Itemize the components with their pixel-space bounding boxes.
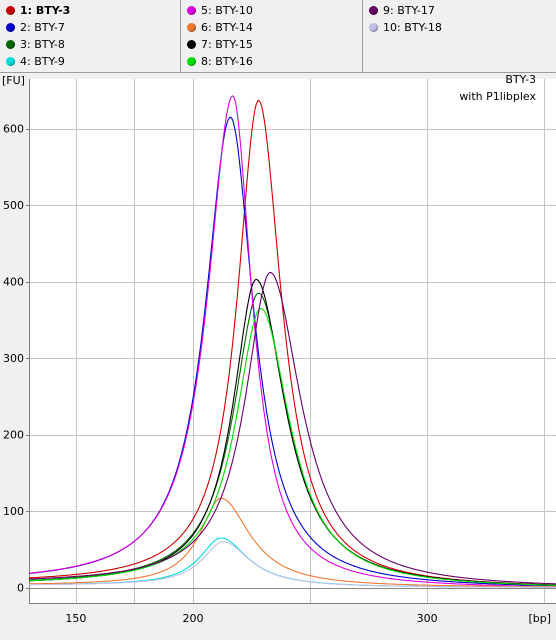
legend-entry-1[interactable]: 1: BTY-3	[6, 3, 70, 19]
legend-dot-icon	[369, 6, 378, 15]
x-tick-label: 150	[65, 612, 86, 625]
legend-dot-icon	[187, 6, 196, 15]
legend-entry-8[interactable]: 8: BTY-16	[187, 54, 253, 70]
legend-dot-icon	[369, 23, 378, 32]
sample-title: BTY-3	[505, 73, 536, 86]
x-axis-unit-label: [bp]	[528, 612, 551, 625]
series-layer	[28, 95, 556, 588]
legend-column-1: 1: BTY-3 2: BTY-7 3: BTY-8 4: BTY-9	[0, 0, 181, 72]
y-tick-label: 600	[3, 123, 24, 136]
y-tick-label: 100	[3, 505, 24, 518]
legend-column-3: 9: BTY-17 10: BTY-18	[363, 0, 556, 72]
legend-entry-9[interactable]: 9: BTY-17	[369, 3, 435, 19]
legend-entry-10[interactable]: 10: BTY-18	[369, 20, 442, 36]
legend-panel: 1: BTY-3 2: BTY-7 3: BTY-8 4: BTY-9 5: B…	[0, 0, 556, 73]
series-line-10	[28, 541, 556, 588]
electropherogram-plot[interactable]: 0 100 200 300 400 500 600 150 200 300 [FU] [bp] B…	[0, 72, 556, 637]
legend-dot-icon	[187, 57, 196, 66]
y-axis-unit-label: [FU]	[2, 74, 25, 87]
legend-label: 8: BTY-16	[201, 55, 253, 68]
y-tick-label: 500	[3, 199, 24, 212]
legend-dot-icon	[187, 23, 196, 32]
y-tick-label: 400	[3, 276, 24, 289]
y-tick-label: 200	[3, 429, 24, 442]
legend-label: 2: BTY-7	[20, 21, 65, 34]
legend-label: 7: BTY-15	[201, 38, 253, 51]
legend-label: 4: BTY-9	[20, 55, 65, 68]
legend-dot-icon	[6, 40, 15, 49]
legend-label: 9: BTY-17	[383, 4, 435, 17]
series-line-6	[28, 497, 556, 588]
series-line-8	[29, 307, 556, 586]
legend-dot-icon	[6, 6, 15, 15]
legend-dot-icon	[6, 23, 15, 32]
y-tick-label: 300	[3, 352, 24, 365]
series-line-9	[28, 271, 556, 585]
y-tick-label: 0	[17, 582, 24, 595]
legend-entry-4[interactable]: 4: BTY-9	[6, 54, 65, 70]
legend-entry-3[interactable]: 3: BTY-8	[6, 37, 65, 53]
legend-label: 5: BTY-10	[201, 4, 253, 17]
x-tick-label: 200	[182, 612, 203, 625]
legend-label: 10: BTY-18	[383, 21, 442, 34]
legend-column-2: 5: BTY-10 6: BTY-14 7: BTY-15 8: BTY-16	[181, 0, 363, 72]
legend-entry-2[interactable]: 2: BTY-7	[6, 20, 65, 36]
legend-entry-6[interactable]: 6: BTY-14	[187, 20, 253, 36]
legend-dot-icon	[6, 57, 15, 66]
legend-label: 6: BTY-14	[201, 21, 253, 34]
legend-entry-7[interactable]: 7: BTY-15	[187, 37, 253, 53]
plot-area	[29, 79, 556, 603]
legend-entry-5[interactable]: 5: BTY-10	[187, 3, 253, 19]
kit-label: with P1libplex	[459, 90, 536, 103]
electropherogram-svg: 0 100 200 300 400 500 600 150 200 300 [FU] [bp] B…	[2, 73, 556, 625]
legend-label: 3: BTY-8	[20, 38, 65, 51]
axis-layer: 0 100 200 300 400 500 600 150 200 300	[3, 79, 556, 625]
legend-label: 1: BTY-3	[20, 4, 71, 17]
series-line-5	[28, 95, 556, 588]
legend-dot-icon	[187, 40, 196, 49]
x-tick-label: 300	[417, 612, 438, 625]
